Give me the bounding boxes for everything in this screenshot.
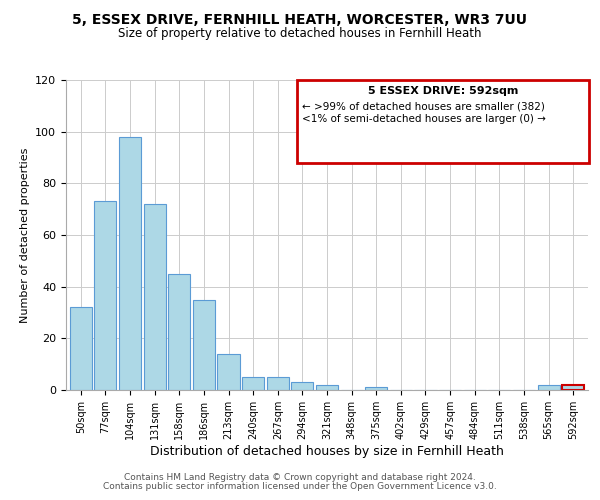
Bar [562,385,584,390]
Bar [538,385,560,390]
Text: 5, ESSEX DRIVE, FERNHILL HEATH, WORCESTER, WR3 7UU: 5, ESSEX DRIVE, FERNHILL HEATH, WORCESTE… [73,12,527,26]
Text: ← >99% of detached houses are smaller (382): ← >99% of detached houses are smaller (3… [302,102,545,112]
Bar [70,308,92,390]
Bar [193,300,215,390]
Bar [119,137,141,390]
X-axis label: Distribution of detached houses by size in Fernhill Heath: Distribution of detached houses by size … [150,444,504,458]
Bar [217,354,239,390]
Y-axis label: Number of detached properties: Number of detached properties [20,148,29,322]
Bar [94,202,116,390]
Bar [143,204,166,390]
Text: Contains public sector information licensed under the Open Government Licence v3: Contains public sector information licen… [103,482,497,491]
Text: Contains HM Land Registry data © Crown copyright and database right 2024.: Contains HM Land Registry data © Crown c… [124,474,476,482]
Text: Size of property relative to detached houses in Fernhill Heath: Size of property relative to detached ho… [118,28,482,40]
Bar [266,377,289,390]
Bar [365,388,388,390]
Bar [316,385,338,390]
Bar [168,274,190,390]
Text: 5 ESSEX DRIVE: 592sqm: 5 ESSEX DRIVE: 592sqm [368,86,518,96]
Bar [291,382,313,390]
Bar [242,377,264,390]
Text: <1% of semi-detached houses are larger (0) →: <1% of semi-detached houses are larger (… [302,114,546,124]
